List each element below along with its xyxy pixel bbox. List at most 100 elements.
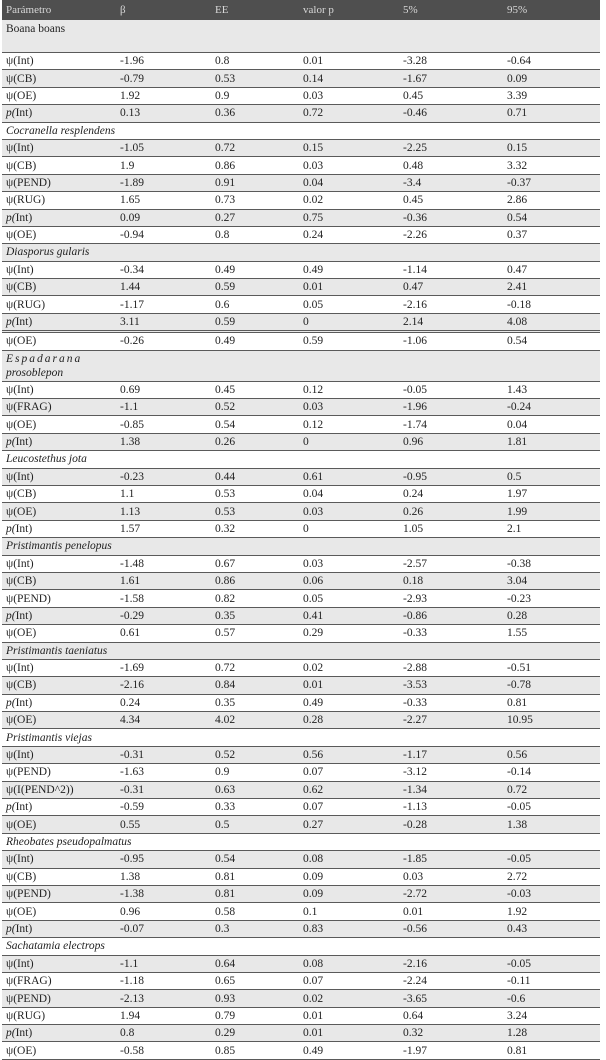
- cell-ee: 0.93: [211, 989, 299, 1008]
- cell-parameter: ψ(RUG): [2, 295, 116, 314]
- table-row: p(Int) 0.13 0.36 0.72 -0.46 0.71: [2, 104, 600, 123]
- cell-lower-5: 0.18: [399, 572, 503, 591]
- cell-ee: 0.5: [211, 815, 299, 834]
- cell-p-value: 0.27: [299, 815, 399, 834]
- cell-p-value: 0.41: [299, 607, 399, 626]
- cell-beta: -1.1: [116, 955, 211, 973]
- cell-upper-95: -0.05: [503, 955, 600, 973]
- cell-beta: -0.59: [116, 798, 211, 817]
- cell-ee: 0.35: [211, 607, 299, 626]
- cell-upper-95: -0.78: [503, 676, 600, 695]
- cell-upper-95: 0.5: [503, 468, 600, 486]
- cell-beta: -1.1: [116, 398, 211, 417]
- cell-upper-95: -0.23: [503, 589, 600, 608]
- cell-upper-95: -0.05: [503, 850, 600, 869]
- cell-p-value: 0: [299, 520, 399, 539]
- cell-upper-95: 1.81: [503, 433, 600, 452]
- cell-parameter: ψ(Int): [2, 139, 116, 158]
- cell-lower-5: -1.06: [399, 330, 503, 351]
- cell-lower-5: 0.47: [399, 278, 503, 297]
- cell-upper-95: -0.11: [503, 972, 600, 991]
- cell-lower-5: -2.88: [399, 659, 503, 678]
- species-row: Rheobates pseudopalmatus: [2, 833, 600, 852]
- cell-lower-5: 2.14: [399, 313, 503, 333]
- cell-beta: -0.34: [116, 261, 211, 280]
- cell-upper-95: 3.39: [503, 87, 600, 106]
- table-row: ψ(FRAG) -1.1 0.52 0.03 -1.96 -0.24: [2, 398, 600, 417]
- cell-lower-5: -2.27: [399, 711, 503, 730]
- table-row: ψ(CB) 1.44 0.59 0.01 0.47 2.41: [2, 278, 600, 297]
- cell-beta: -0.26: [116, 330, 211, 351]
- cell-beta: -1.63: [116, 763, 211, 782]
- cell-ee: 0.49: [211, 261, 299, 280]
- cell-upper-95: 1.97: [503, 485, 600, 504]
- cell-ee: 0.81: [211, 868, 299, 886]
- cell-parameter: ψ(OE): [2, 415, 116, 434]
- cell-ee: 0.53: [211, 502, 299, 521]
- cell-lower-5: -1.13: [399, 798, 503, 817]
- cell-ee: 0.8: [211, 52, 299, 71]
- cell-beta: -0.29: [116, 607, 211, 626]
- cell-parameter: ψ(Int): [2, 555, 116, 573]
- cell-beta: 1.1: [116, 485, 211, 504]
- cell-upper-95: 3.32: [503, 156, 600, 175]
- cell-lower-5: 1.05: [399, 520, 503, 539]
- table-row: ψ(OE) -0.58 0.85 0.49 -1.97 0.81: [2, 1041, 600, 1060]
- table-row: p(Int) 1.57 0.32 0 1.05 2.1: [2, 520, 600, 539]
- cell-parameter: ψ(PEND): [2, 885, 116, 904]
- cell-ee: 4.02: [211, 711, 299, 730]
- cell-parameter: p(Int): [2, 433, 116, 452]
- cell-p-value: 0.08: [299, 955, 399, 973]
- cell-ee: 0.29: [211, 1024, 299, 1043]
- cell-p-value: 0.08: [299, 850, 399, 869]
- cell-lower-5: -1.97: [399, 1041, 503, 1060]
- cell-parameter: ψ(CB): [2, 69, 116, 88]
- cell-lower-5: -1.96: [399, 398, 503, 417]
- cell-parameter: ψ(RUG): [2, 1007, 116, 1026]
- table-row: ψ(OE) 1.13 0.53 0.03 0.26 1.99: [2, 502, 600, 521]
- cell-parameter: ψ(Int): [2, 261, 116, 280]
- cell-lower-5: -2.93: [399, 589, 503, 608]
- species-name: Rheobates pseudopalmatus: [2, 833, 600, 852]
- cell-p-value: 0.49: [299, 694, 399, 713]
- cell-lower-5: -0.33: [399, 694, 503, 713]
- cell-parameter: ψ(FRAG): [2, 972, 116, 991]
- cell-lower-5: -2.25: [399, 139, 503, 158]
- cell-lower-5: -2.57: [399, 555, 503, 573]
- cell-beta: -0.31: [116, 746, 211, 765]
- cell-p-value: 0: [299, 313, 399, 333]
- cell-parameter: ψ(Int): [2, 381, 116, 400]
- cell-beta: -0.58: [116, 1041, 211, 1060]
- species-name: Leucostethus jota: [2, 450, 600, 469]
- cell-upper-95: 1.38: [503, 815, 600, 834]
- cell-ee: 0.72: [211, 139, 299, 158]
- cell-lower-5: 0.48: [399, 156, 503, 175]
- cell-p-value: 0.03: [299, 555, 399, 573]
- cell-ee: 0.86: [211, 156, 299, 175]
- cell-lower-5: -3.28: [399, 52, 503, 71]
- cell-parameter: ψ(CB): [2, 278, 116, 297]
- cell-lower-5: -1.14: [399, 261, 503, 280]
- table-row: p(Int) -0.07 0.3 0.83 -0.56 0.43: [2, 920, 600, 939]
- cell-ee: 0.36: [211, 104, 299, 123]
- table-row: ψ(Int) -0.31 0.52 0.56 -1.17 0.56: [2, 746, 600, 765]
- cell-beta: 0.24: [116, 694, 211, 713]
- cell-p-value: 0.29: [299, 624, 399, 643]
- cell-upper-95: 2.72: [503, 868, 600, 886]
- cell-ee: 0.9: [211, 763, 299, 782]
- table-row: ψ(CB) -0.79 0.53 0.14 -1.67 0.09: [2, 69, 600, 88]
- cell-upper-95: -0.37: [503, 174, 600, 193]
- cell-upper-95: 10.95: [503, 711, 600, 730]
- cell-parameter: ψ(FRAG): [2, 398, 116, 417]
- table-row: ψ(CB) 1.9 0.86 0.03 0.48 3.32: [2, 156, 600, 175]
- cell-parameter: p(Int): [2, 104, 116, 123]
- cell-p-value: 0.24: [299, 226, 399, 245]
- cell-beta: 1.38: [116, 433, 211, 452]
- cell-p-value: 0.02: [299, 191, 399, 210]
- cell-beta: 3.11: [116, 313, 211, 333]
- cell-parameter: ψ(PEND): [2, 989, 116, 1008]
- cell-beta: -0.31: [116, 781, 211, 800]
- table-row: ψ(Int) -1.96 0.8 0.01 -3.28 -0.64: [2, 52, 600, 71]
- cell-ee: 0.82: [211, 589, 299, 608]
- species-name-epithet: prosoblepon: [6, 366, 64, 379]
